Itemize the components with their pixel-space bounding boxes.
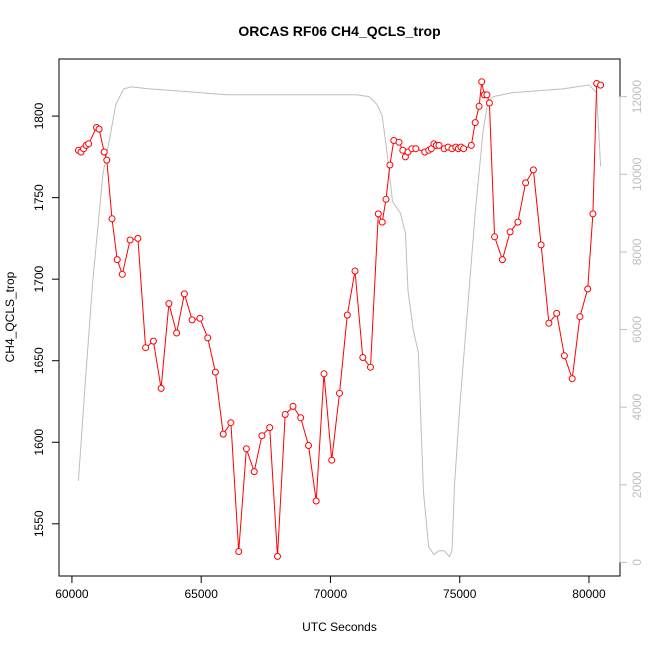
- ch4-data-point: [258, 432, 266, 440]
- ch4-data-point: [173, 329, 181, 337]
- x-tick-label: 65000: [185, 587, 219, 601]
- ch4-data-point: [113, 256, 121, 264]
- ch4-data-point: [305, 442, 312, 449]
- ch4-data-point: [460, 145, 468, 153]
- ch4-data-point: [328, 456, 336, 464]
- ch4-data-point: [235, 548, 243, 555]
- altitude-series-line: [77, 84, 602, 558]
- ch4-data-point: [320, 370, 328, 378]
- ch4-data-point: [537, 241, 545, 249]
- ch4-data-point: [343, 311, 351, 319]
- ch4-data-point: [545, 319, 553, 327]
- y-tick-label: 1550: [32, 510, 46, 537]
- ch4-data-point: [485, 99, 493, 107]
- y2-tick-label: 2000: [630, 471, 644, 498]
- ch4-data-point: [471, 119, 479, 127]
- ch4-data-point: [336, 389, 343, 397]
- ch4-data-point: [180, 290, 188, 298]
- y2-tick-label: 12000: [630, 80, 644, 114]
- y2-tick-label: 4000: [630, 393, 644, 420]
- ch4-data-point: [204, 334, 212, 342]
- x-axis: 60000 65000 70000 75000 80000: [55, 575, 606, 601]
- y-axis-right: 0 2000 4000 6000 8000 10000 12000: [619, 80, 644, 566]
- y-tick-label: 1600: [32, 429, 46, 456]
- ch4-data-point: [514, 218, 522, 226]
- ch4-data-point: [157, 384, 165, 392]
- ch4-data-point: [522, 179, 530, 187]
- ch4-data-point: [386, 161, 394, 169]
- ch4-data-point: [367, 363, 374, 371]
- ch4-data-point: [576, 313, 584, 321]
- ch4-series-line: [78, 81, 601, 557]
- ch4-data-point: [95, 125, 103, 133]
- ch4-data-point: [435, 141, 443, 149]
- ch4-data-point: [188, 316, 196, 324]
- ch4-data-point: [126, 236, 134, 244]
- secondary-series-layer: [77, 84, 602, 558]
- ch4-data-point: [242, 445, 250, 453]
- ch4-data-point: [219, 430, 227, 438]
- y-tick-label: 1750: [32, 184, 46, 211]
- y-tick-label: 1800: [32, 102, 46, 129]
- ch4-data-point: [351, 267, 359, 275]
- y2-tick-label: 8000: [630, 238, 644, 265]
- ch4-data-point: [134, 234, 142, 242]
- ch4-data-point: [108, 215, 116, 223]
- ch4-data-point: [289, 402, 297, 410]
- ch4-data-point: [196, 314, 204, 322]
- ch4-data-point: [378, 218, 386, 226]
- ch4-data-point: [506, 228, 514, 236]
- ch4-data-point: [312, 497, 320, 505]
- ch4-data-point: [382, 195, 390, 203]
- y2-tick-label: 10000: [630, 157, 644, 191]
- ch4-data-point: [266, 424, 274, 432]
- ch4-data-point: [491, 233, 499, 241]
- x-tick-label: 75000: [443, 587, 477, 601]
- ch4-data-point: [85, 140, 93, 148]
- y2-tick-label: 0: [630, 559, 644, 566]
- chart-title: ORCAS RF06 CH4_QCLS_trop: [238, 23, 440, 39]
- ch4-data-point: [165, 300, 173, 308]
- ch4-data-point: [483, 91, 491, 99]
- ch4-data-point: [395, 138, 403, 146]
- ch4-data-point: [359, 354, 367, 361]
- ch4-data-point: [475, 102, 483, 110]
- ch4-data-point: [374, 210, 382, 218]
- x-tick-label: 70000: [314, 587, 348, 601]
- x-tick-label: 80000: [572, 587, 606, 601]
- ch4-data-point: [227, 419, 235, 427]
- ch4-data-point: [560, 352, 568, 360]
- ch4-data-point: [584, 285, 592, 293]
- y-tick-label: 1700: [32, 266, 46, 293]
- ch4-data-point: [412, 145, 420, 153]
- y2-tick-label: 6000: [630, 316, 644, 343]
- ch4-data-point: [498, 256, 506, 264]
- ch4-data-point: [297, 414, 305, 422]
- primary-series-layer: [74, 78, 605, 560]
- ch4-data-point: [478, 78, 486, 86]
- x-tick-label: 60000: [55, 587, 89, 601]
- ch4-data-point: [103, 156, 111, 164]
- x-axis-label: UTC Seconds: [302, 620, 377, 634]
- y-axis-label: CH4_QCLS_trop: [3, 271, 17, 362]
- ch4-data-point: [553, 309, 561, 317]
- ch4-data-point: [211, 368, 219, 376]
- ch4-data-point: [118, 270, 126, 278]
- y-tick-label: 1650: [32, 347, 46, 374]
- ch4-data-point: [274, 552, 281, 560]
- ch4-data-point: [250, 468, 258, 476]
- ch4-data-point: [100, 148, 108, 156]
- ch4-data-point: [281, 411, 289, 418]
- ch4-data-point: [568, 375, 576, 383]
- ch4-data-point: [529, 166, 537, 174]
- ch4-data-point: [149, 337, 157, 345]
- y-axis-left: 1550 1600 1650 1700 1750 1800: [32, 102, 60, 537]
- ch4-data-point: [467, 141, 475, 149]
- ch4-data-point: [589, 210, 597, 218]
- ch4-data-point: [597, 81, 605, 89]
- ch4-data-point: [142, 344, 150, 352]
